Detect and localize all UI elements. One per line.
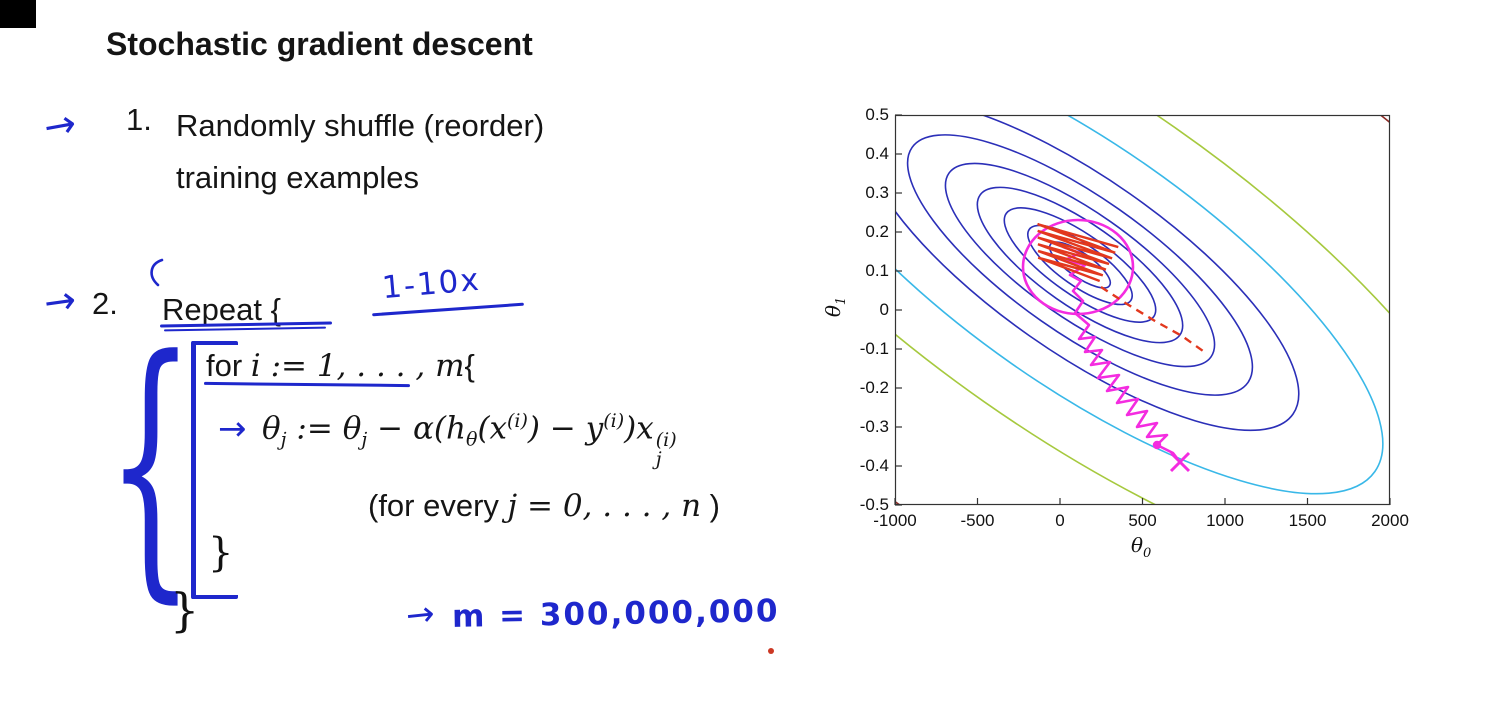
y-tick-label: -0.5	[859, 495, 889, 514]
y-axis-label: θ1	[821, 297, 849, 317]
sgd-update-equation: θj := θj − α(hθ(x(i)) − y(i))x (i) j	[262, 410, 677, 469]
red-dot-mark	[768, 648, 774, 654]
handwritten-arrow-step2-icon: →	[41, 276, 79, 326]
eq-assign: :=	[286, 410, 343, 447]
y-axis-label-base: θ	[821, 305, 846, 318]
outer-close-brace: }	[170, 583, 200, 637]
eq-sup-i: (i)	[507, 410, 528, 432]
x-axis-label: θ0	[1131, 533, 1151, 561]
repeat-multiplier-annotation: 1-10x	[380, 261, 483, 307]
y-tick-label: -0.1	[859, 339, 889, 358]
y-tick-label: -0.3	[859, 417, 889, 436]
step1-text: Randomly shuffle (reorder) training exam…	[176, 100, 544, 204]
step1-line1: Randomly shuffle (reorder)	[176, 108, 545, 143]
step2-number: 2.	[92, 286, 118, 321]
x-tick-label: 1500	[1288, 511, 1327, 530]
contour-chart: -1000 -500 0 500 1000 1500 2000 0.5 0.4 0.3 0.2 0.…	[821, 105, 1409, 561]
for-every-open: (for every	[368, 488, 508, 523]
x-tick-label: 2000	[1371, 511, 1409, 530]
letterbox-corner	[0, 0, 36, 28]
inner-close-brace: }	[208, 530, 234, 576]
eq-close-x: )x	[624, 410, 654, 447]
sgd-dot-marker	[1152, 440, 1162, 450]
eq-theta2: θ	[342, 410, 362, 447]
y-tick-label: 0.5	[865, 105, 889, 124]
x-tick-label: 0	[1055, 511, 1065, 530]
sgd-path	[1062, 245, 1182, 463]
y-axis-label-sub: 1	[834, 296, 850, 306]
page-title: Stochastic gradient descent	[106, 26, 533, 62]
handwritten-arrow-step1-icon: →	[40, 100, 80, 150]
y-tick-label: 0	[879, 300, 889, 319]
handwritten-curl-icon	[150, 258, 164, 287]
eq-x-open: (x	[477, 410, 508, 447]
eq-x-subsup: (i) j	[656, 431, 677, 469]
y-tick-label: -0.4	[859, 456, 889, 475]
eq-sub-j: j	[280, 428, 287, 451]
for-open-brace: {	[464, 348, 475, 383]
for-every-close: )	[701, 488, 720, 523]
eq-theta: θ	[262, 410, 281, 447]
handwritten-arrow-m-icon: →	[403, 593, 437, 637]
eq-stack-sup: (i)	[655, 429, 677, 452]
contour-plot-svg	[894, 114, 1391, 506]
step1-number: 1.	[126, 102, 152, 137]
handwritten-arrow-update-icon: →	[218, 409, 247, 449]
x-tick-label: -1000	[873, 511, 917, 530]
red-scribble	[1037, 222, 1119, 283]
repeat-label: Repeat {	[162, 292, 281, 327]
handwritten-left-brace: {	[106, 301, 196, 627]
plot-frame	[894, 114, 1391, 506]
for-every-line: (for every j = 0, . . . , n )	[368, 480, 720, 532]
y-tick-label: 0.2	[865, 222, 889, 241]
eq-sub-j2: j	[361, 428, 368, 451]
for-loop-header: for i := 1, . . . , m{	[206, 340, 475, 392]
x-tick-label: 1000	[1206, 511, 1244, 530]
for-every-math: j = 0, . . . , n	[507, 488, 702, 524]
x-tick-label: -500	[960, 511, 995, 530]
y-tick-label: 0.4	[865, 144, 889, 163]
m-value-annotation: m = 300,000,000	[451, 593, 780, 635]
handwritten-bracket	[191, 341, 238, 599]
for-keyword: for	[206, 348, 251, 383]
eq-stack-sub: j	[655, 448, 662, 471]
contour-rings	[895, 115, 1390, 505]
eq-alpha-h: − α(h	[367, 410, 466, 447]
y-tick-label: 0.1	[865, 261, 889, 280]
x-axis-label-sub: 0	[1143, 546, 1152, 561]
eq-minus-y: ) − y	[527, 410, 604, 447]
eq-sup-i2: (i)	[603, 410, 625, 432]
red-dashed-tail	[1100, 285, 1204, 352]
eq-sub-theta: θ	[465, 428, 478, 451]
step1-line2: training examples	[176, 160, 419, 195]
y-tick-label: -0.2	[859, 378, 889, 397]
x-tick-label: 500	[1128, 511, 1157, 530]
for-range-math: i := 1, . . . , m	[250, 348, 465, 384]
y-tick-label: 0.3	[865, 183, 889, 202]
x-axis-label-base: θ	[1131, 533, 1144, 557]
